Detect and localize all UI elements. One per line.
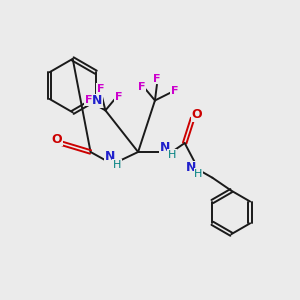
Text: F: F <box>115 92 122 101</box>
Text: F: F <box>97 84 104 94</box>
Text: H: H <box>194 169 203 179</box>
Text: O: O <box>191 108 202 121</box>
Text: H: H <box>113 160 122 170</box>
Text: N: N <box>105 150 116 164</box>
Text: N: N <box>160 140 170 154</box>
Text: N: N <box>92 94 102 107</box>
Text: H: H <box>168 150 176 160</box>
Text: F: F <box>85 95 92 106</box>
Text: N: N <box>185 161 196 174</box>
Text: F: F <box>171 85 178 96</box>
Text: F: F <box>138 82 146 92</box>
Text: F: F <box>153 74 161 84</box>
Text: O: O <box>52 133 62 146</box>
